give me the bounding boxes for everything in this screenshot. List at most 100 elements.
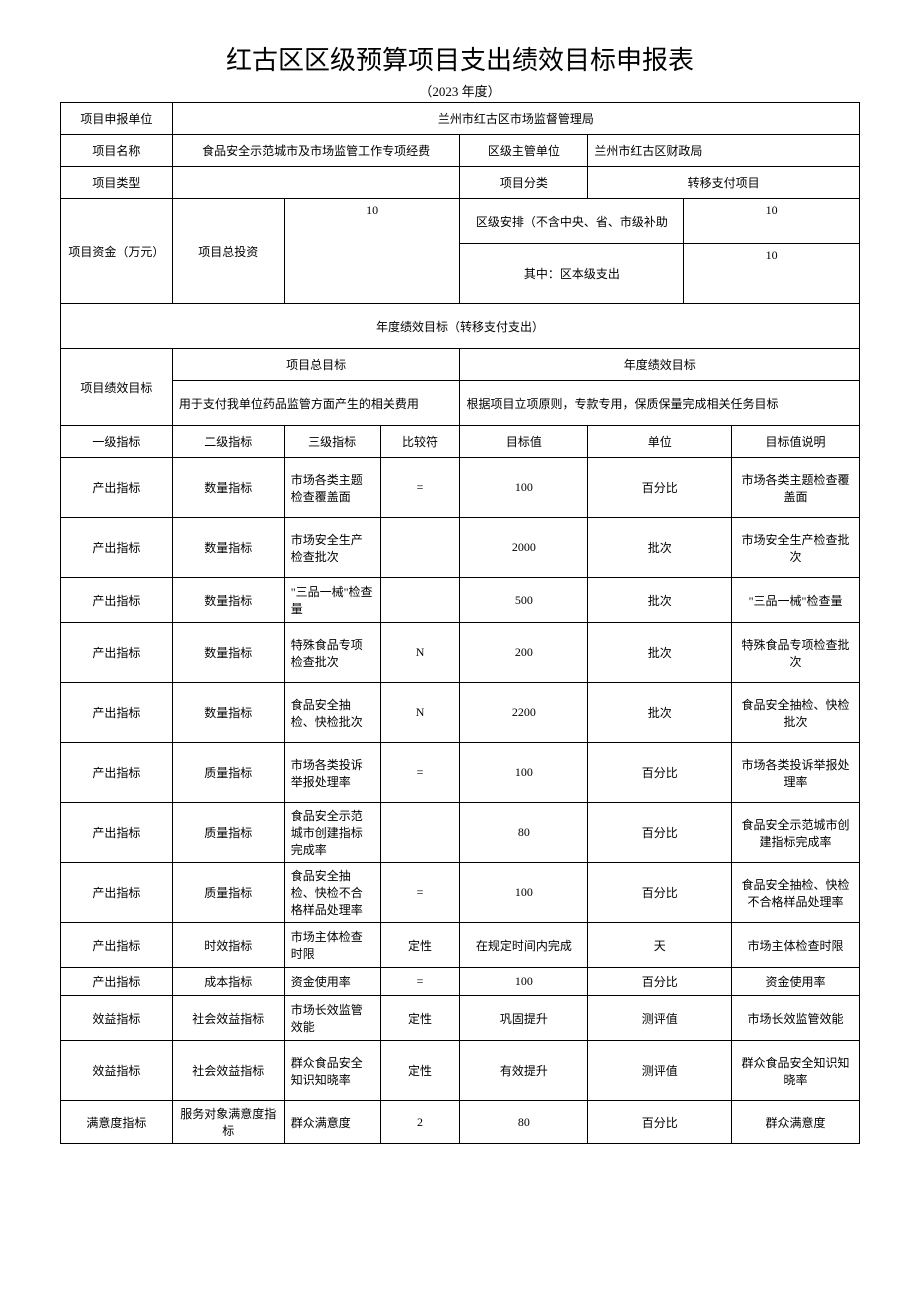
cell-l1: 产出指标 [61, 803, 173, 863]
page-subtitle: （2023 年度） [60, 81, 860, 100]
col-comparator: 比较符 [380, 426, 460, 458]
col-level1: 一级指标 [61, 426, 173, 458]
cell-cmp: 2 [380, 1101, 460, 1144]
value-district-dept: 兰州市红古区财政局 [588, 135, 860, 167]
indicator-row: 产出指标质量指标食品安全示范城市创建指标完成率80百分比食品安全示范城市创建指标… [61, 803, 860, 863]
cell-l2: 数量指标 [172, 458, 284, 518]
annual-section-header: 年度绩效目标（转移支付支出） [61, 304, 860, 349]
value-overall-target: 用于支付我单位药品监管方面产生的相关费用 [172, 381, 460, 426]
cell-unit: 测评值 [588, 996, 732, 1041]
cell-l2: 数量指标 [172, 518, 284, 578]
cell-cmp: N [380, 683, 460, 743]
cell-unit: 测评值 [588, 1041, 732, 1101]
cell-val: 80 [460, 1101, 588, 1144]
cell-val: 100 [460, 863, 588, 923]
cell-cmp: 定性 [380, 1041, 460, 1101]
cell-cmp: 定性 [380, 996, 460, 1041]
indicator-row: 产出指标数量指标"三品一械"检查量500批次"三品一械"检查量 [61, 578, 860, 623]
cell-l2: 成本指标 [172, 968, 284, 996]
cell-l2: 质量指标 [172, 803, 284, 863]
cell-l3: 资金使用率 [284, 968, 380, 996]
page-title: 红古区区级预算项目支出绩效目标申报表 [60, 40, 860, 77]
indicator-row: 产出指标时效指标市场主体检查时限定性在规定时间内完成天市场主体检查时限 [61, 923, 860, 968]
indicator-row: 产出指标成本指标资金使用率=100百分比资金使用率 [61, 968, 860, 996]
cell-desc: 食品安全抽检、快检不合格样品处理率 [732, 863, 860, 923]
indicator-row: 效益指标社会效益指标群众食品安全知识知晓率定性有效提升测评值群众食品安全知识知晓… [61, 1041, 860, 1101]
value-project-type [172, 167, 460, 199]
cell-l2: 质量指标 [172, 743, 284, 803]
cell-l3: 群众食品安全知识知晓率 [284, 1041, 380, 1101]
cell-l2: 社会效益指标 [172, 1041, 284, 1101]
cell-l2: 数量指标 [172, 683, 284, 743]
cell-l3: 群众满意度 [284, 1101, 380, 1144]
cell-l2: 数量指标 [172, 623, 284, 683]
cell-unit: 百分比 [588, 968, 732, 996]
cell-val: 在规定时间内完成 [460, 923, 588, 968]
cell-l2: 时效指标 [172, 923, 284, 968]
cell-cmp [380, 518, 460, 578]
label-total-investment: 项目总投资 [172, 199, 284, 304]
cell-l1: 产出指标 [61, 923, 173, 968]
cell-l3: 市场各类投诉举报处理率 [284, 743, 380, 803]
label-performance-target: 项目绩效目标 [61, 349, 173, 426]
cell-unit: 天 [588, 923, 732, 968]
cell-val: 80 [460, 803, 588, 863]
cell-l1: 产出指标 [61, 683, 173, 743]
cell-l3: 食品安全抽检、快检批次 [284, 683, 380, 743]
indicator-row: 产出指标质量指标食品安全抽检、快检不合格样品处理率=100百分比食品安全抽检、快… [61, 863, 860, 923]
cell-unit: 百分比 [588, 458, 732, 518]
label-project-type: 项目类型 [61, 167, 173, 199]
col-target-desc: 目标值说明 [732, 426, 860, 458]
cell-cmp: 定性 [380, 923, 460, 968]
cell-val: 巩固提升 [460, 996, 588, 1041]
cell-val: 2000 [460, 518, 588, 578]
cell-desc: 食品安全抽检、快检批次 [732, 683, 860, 743]
cell-unit: 批次 [588, 518, 732, 578]
cell-l1: 产出指标 [61, 518, 173, 578]
label-reporting-unit: 项目申报单位 [61, 103, 173, 135]
cell-val: 有效提升 [460, 1041, 588, 1101]
cell-cmp [380, 803, 460, 863]
cell-l2: 社会效益指标 [172, 996, 284, 1041]
cell-desc: 市场主体检查时限 [732, 923, 860, 968]
value-total-investment: 10 [284, 199, 460, 304]
col-level2: 二级指标 [172, 426, 284, 458]
cell-val: 500 [460, 578, 588, 623]
cell-l3: 市场安全生产检查批次 [284, 518, 380, 578]
cell-desc: 市场各类主题检查覆盖面 [732, 458, 860, 518]
indicator-row: 产出指标数量指标食品安全抽检、快检批次N2200批次食品安全抽检、快检批次 [61, 683, 860, 743]
cell-desc: 食品安全示范城市创建指标完成率 [732, 803, 860, 863]
cell-cmp [380, 578, 460, 623]
cell-unit: 百分比 [588, 743, 732, 803]
cell-l1: 效益指标 [61, 996, 173, 1041]
cell-l1: 效益指标 [61, 1041, 173, 1101]
value-annual-target: 根据项目立项原则，专款专用，保质保量完成相关任务目标 [460, 381, 860, 426]
label-district-arrange: 区级安排（不含中央、省、市级补助 [460, 199, 684, 244]
cell-l1: 产出指标 [61, 578, 173, 623]
cell-desc: 群众食品安全知识知晓率 [732, 1041, 860, 1101]
cell-desc: "三品一械"检查量 [732, 578, 860, 623]
cell-desc: 市场长效监管效能 [732, 996, 860, 1041]
cell-unit: 批次 [588, 578, 732, 623]
cell-desc: 市场各类投诉举报处理率 [732, 743, 860, 803]
label-project-funds: 项目资金（万元） [61, 199, 173, 304]
cell-desc: 群众满意度 [732, 1101, 860, 1144]
indicator-row: 产出指标数量指标特殊食品专项检查批次N200批次特殊食品专项检查批次 [61, 623, 860, 683]
label-district-dept: 区级主管单位 [460, 135, 588, 167]
indicator-row: 产出指标数量指标市场各类主题检查覆盖面=100百分比市场各类主题检查覆盖面 [61, 458, 860, 518]
cell-cmp: = [380, 863, 460, 923]
cell-l3: "三品一械"检查量 [284, 578, 380, 623]
cell-l2: 数量指标 [172, 578, 284, 623]
cell-l1: 产出指标 [61, 863, 173, 923]
cell-desc: 市场安全生产检查批次 [732, 518, 860, 578]
cell-l3: 食品安全抽检、快检不合格样品处理率 [284, 863, 380, 923]
indicator-row: 产出指标质量指标市场各类投诉举报处理率=100百分比市场各类投诉举报处理率 [61, 743, 860, 803]
label-overall-target: 项目总目标 [172, 349, 460, 381]
col-target-value: 目标值 [460, 426, 588, 458]
value-project-category: 转移支付项目 [588, 167, 860, 199]
indicator-row: 满意度指标服务对象满意度指标群众满意度280百分比群众满意度 [61, 1101, 860, 1144]
indicator-row: 产出指标数量指标市场安全生产检查批次2000批次市场安全生产检查批次 [61, 518, 860, 578]
cell-l3: 市场长效监管效能 [284, 996, 380, 1041]
value-project-name: 食品安全示范城市及市场监管工作专项经费 [172, 135, 460, 167]
cell-unit: 百分比 [588, 863, 732, 923]
